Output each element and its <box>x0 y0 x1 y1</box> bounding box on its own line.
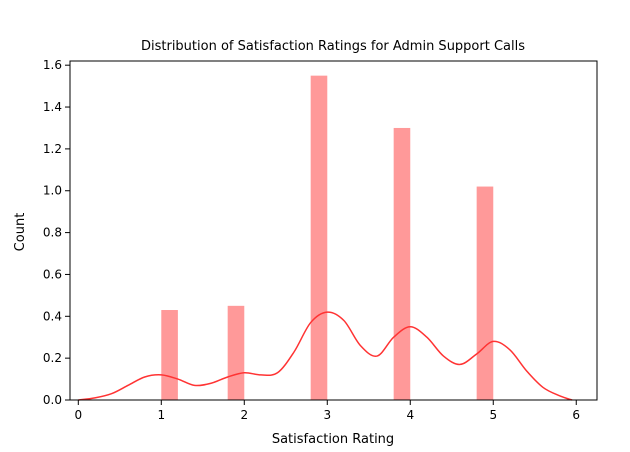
y-axis: 0.0 0.2 0.4 0.6 0.8 1.0 1.2 1.4 1.6 <box>43 58 70 407</box>
histogram-bar <box>161 310 178 400</box>
histogram-bars <box>161 75 494 401</box>
x-tick-label: 1 <box>157 408 165 422</box>
x-tick-label: 2 <box>240 408 248 422</box>
y-tick-label: 1.2 <box>43 142 62 156</box>
x-axis: 0 1 2 3 4 5 6 <box>74 400 580 422</box>
x-tick-label: 0 <box>74 408 82 422</box>
kde-curve <box>78 311 573 401</box>
histogram-bar <box>476 186 494 400</box>
y-tick-label: 1.4 <box>43 100 62 114</box>
y-tick-label: 0.4 <box>43 309 62 323</box>
y-tick-label: 1.0 <box>43 184 62 198</box>
y-tick-label: 1.6 <box>43 58 62 72</box>
y-axis-label: Count <box>13 213 28 252</box>
histogram-bar <box>227 305 245 400</box>
plot-area-frame <box>69 60 598 401</box>
x-tick-label: 5 <box>489 408 497 422</box>
chart-title: Distribution of Satisfaction Ratings for… <box>141 39 525 54</box>
x-tick-label: 6 <box>572 408 580 422</box>
x-tick-label: 3 <box>323 408 331 422</box>
x-tick-label: 4 <box>406 408 414 422</box>
histogram-bar <box>393 127 411 401</box>
kde-line <box>78 311 573 401</box>
y-tick-label: 0.0 <box>43 393 62 407</box>
y-tick-label: 0.2 <box>43 351 62 365</box>
y-tick-label: 0.6 <box>43 267 62 281</box>
x-axis-label: Satisfaction Rating <box>272 432 394 447</box>
y-tick-label: 0.8 <box>43 226 62 240</box>
histogram-bar <box>310 75 328 401</box>
